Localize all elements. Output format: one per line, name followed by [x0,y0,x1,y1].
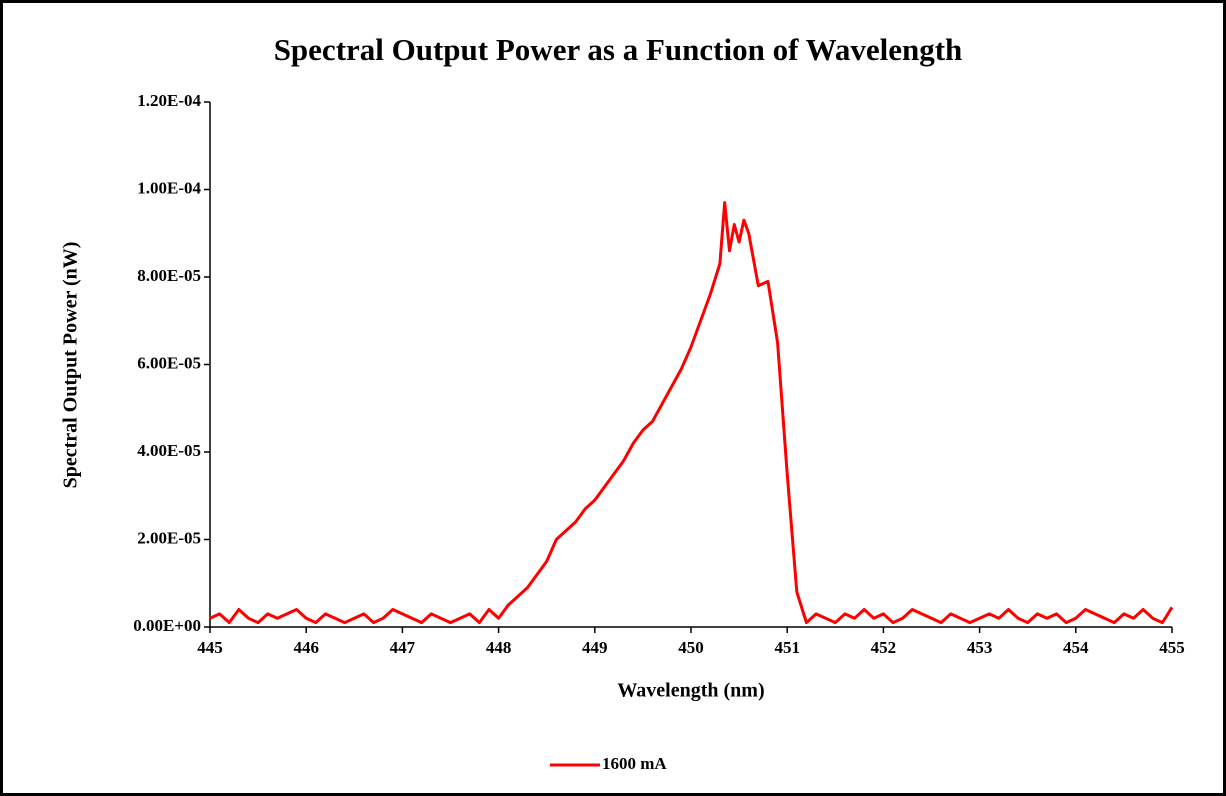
x-axis-title: Wavelength (nm) [617,680,764,702]
x-tick-label: 448 [486,638,512,657]
chart-title: Spectral Output Power as a Function of W… [274,32,963,67]
y-tick-label: 2.00E-05 [137,528,201,547]
y-tick-label: 8.00E-05 [137,266,201,285]
x-tick-label: 446 [293,638,319,657]
x-tick-label: 449 [582,638,608,657]
y-tick-label: 1.20E-04 [137,91,201,110]
x-tick-label: 447 [390,638,416,657]
x-tick-label: 455 [1159,638,1185,657]
legend-label: 1600 mA [602,754,667,773]
x-tick-label: 453 [967,638,993,657]
x-tick-label: 454 [1063,638,1089,657]
y-tick-label: 0.00E+00 [133,616,201,635]
y-tick-label: 6.00E-05 [137,353,201,372]
x-tick-label: 445 [197,638,223,657]
x-tick-label: 450 [678,638,704,657]
data-line [209,201,1174,625]
x-tick-label: 452 [871,638,897,657]
y-tick-label: 4.00E-05 [137,441,201,460]
x-tick-label: 451 [774,638,800,657]
y-axis-title: Spectral Output Power (nW) [60,242,82,489]
y-tick-label: 1.00E-04 [137,178,201,197]
